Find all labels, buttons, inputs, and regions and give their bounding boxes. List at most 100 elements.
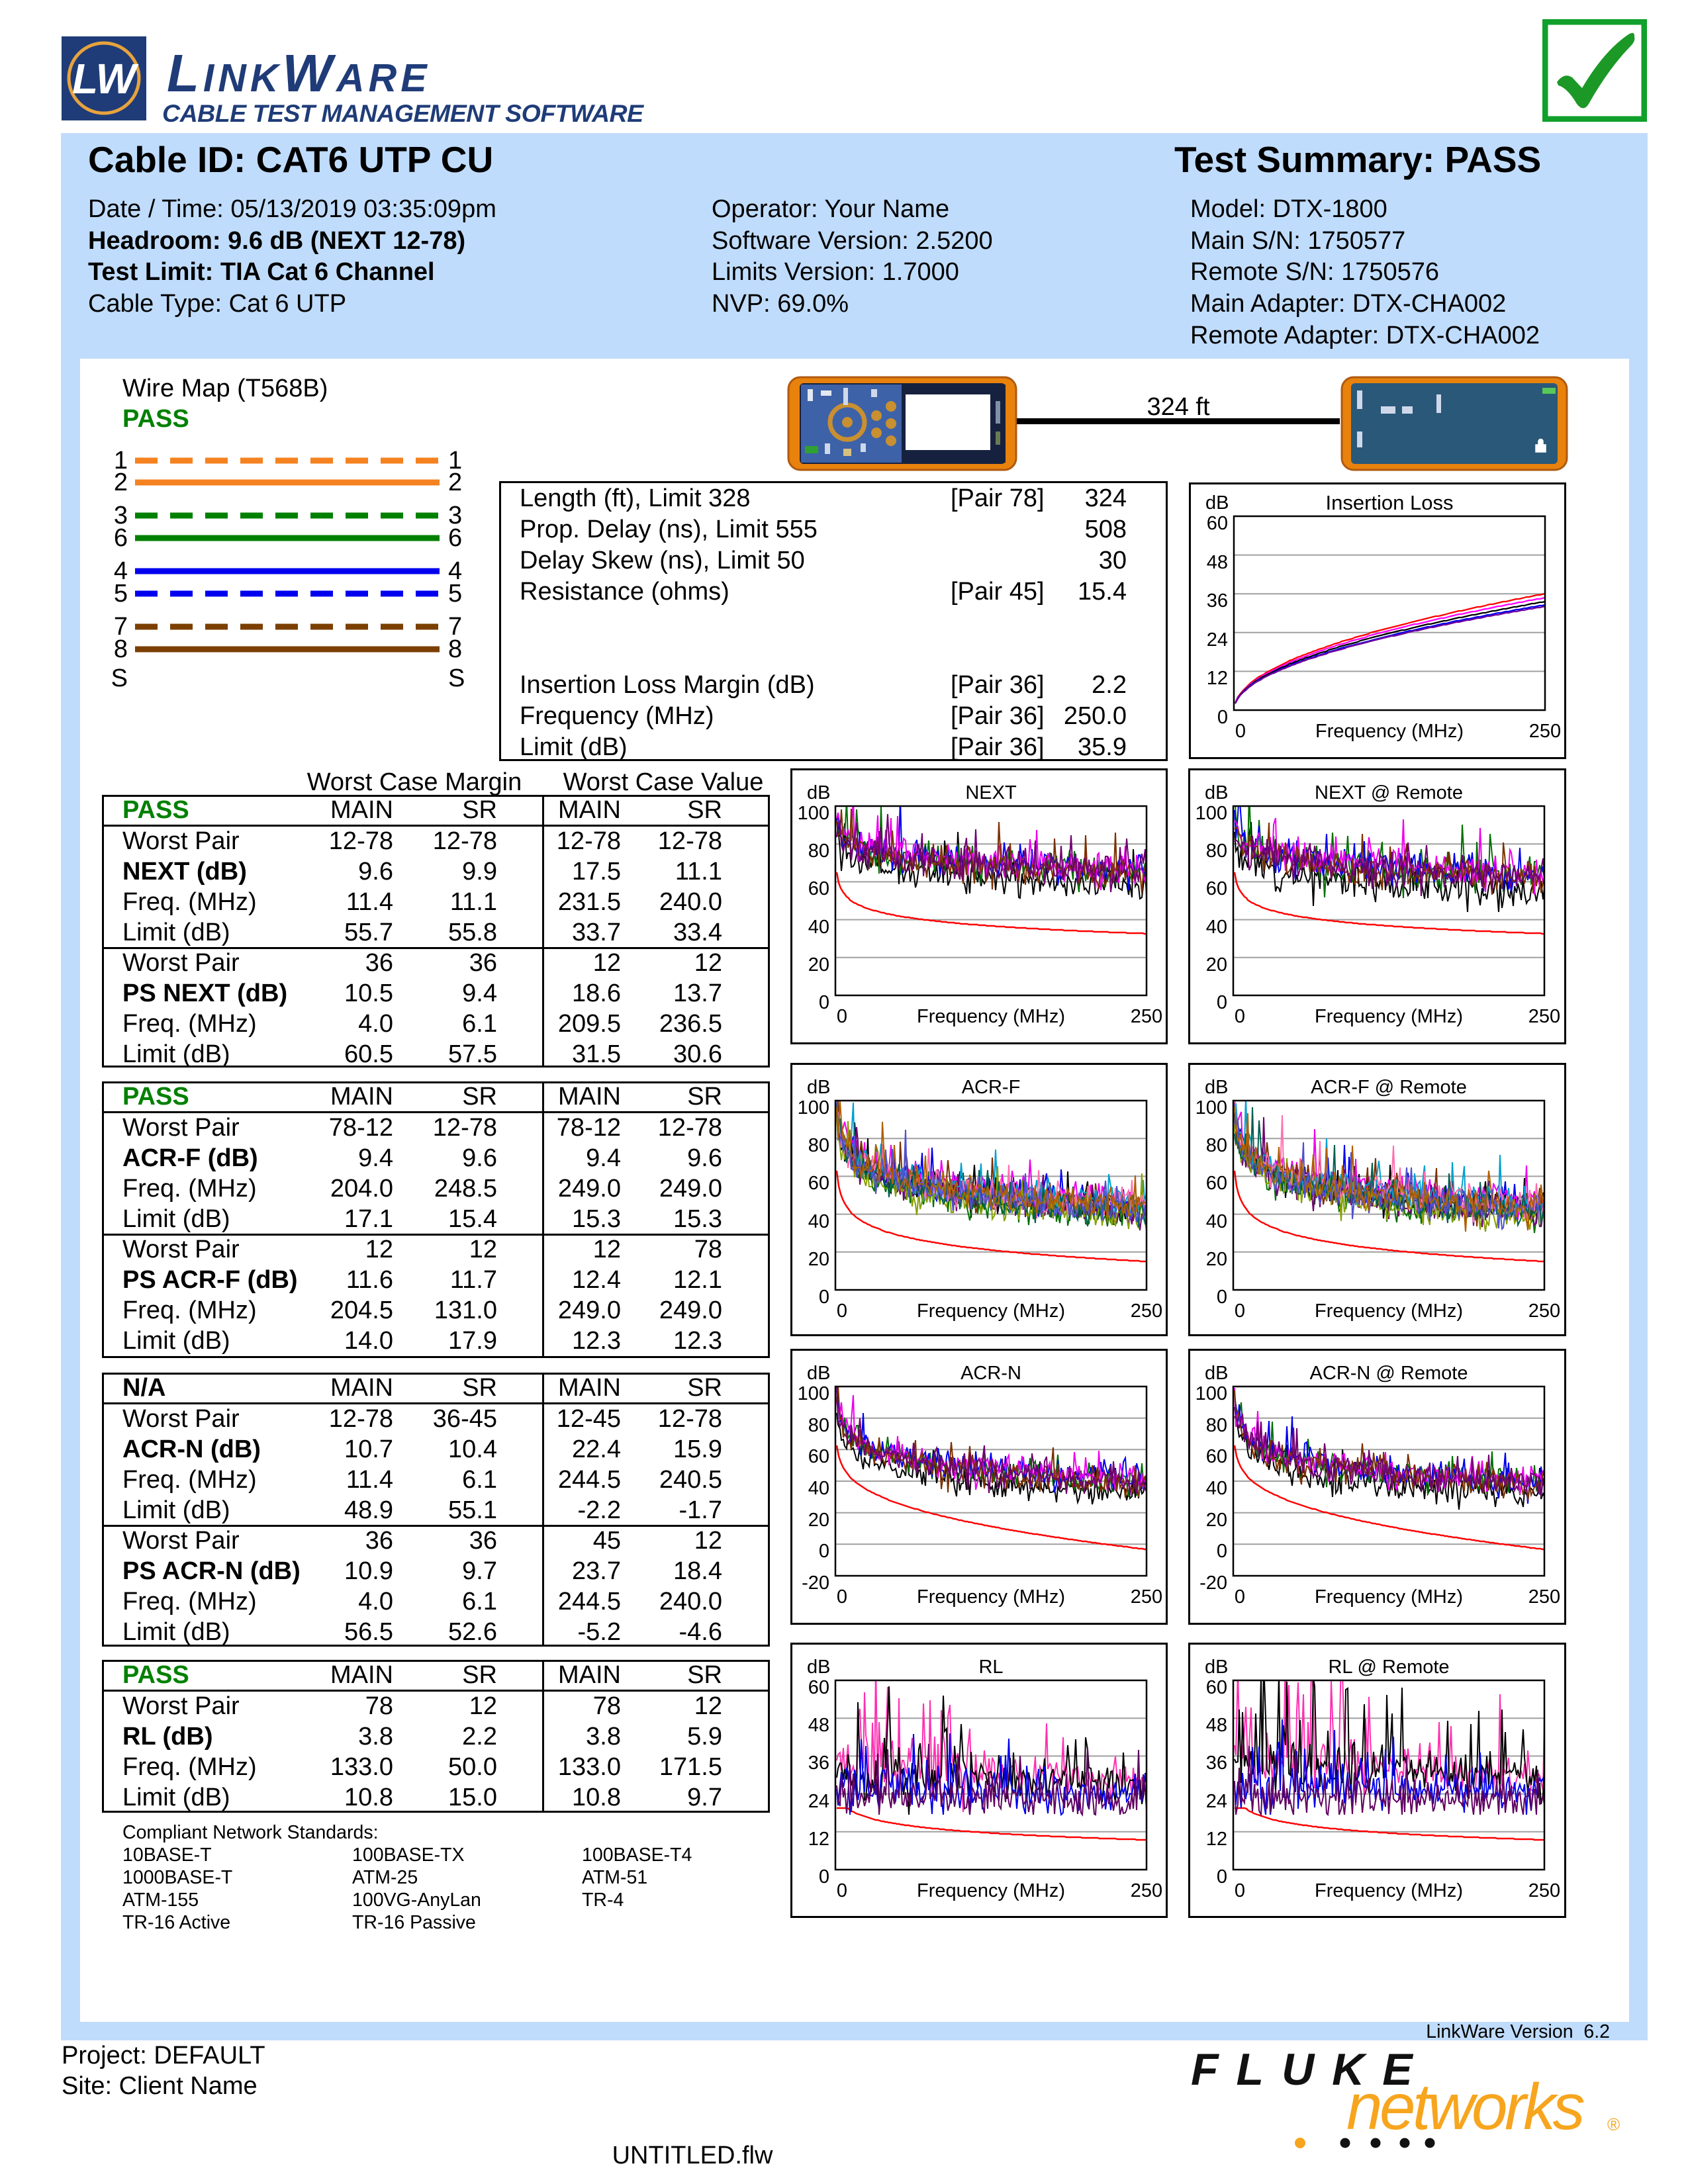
svg-text:36: 36 — [1207, 590, 1228, 612]
svg-text:100: 100 — [1196, 1097, 1227, 1118]
svg-text:60: 60 — [1206, 1446, 1227, 1467]
svg-text:ACR-N @ Remote: ACR-N @ Remote — [1310, 1363, 1468, 1384]
svg-text:dB: dB — [1205, 1077, 1228, 1098]
svg-text:LW: LW — [72, 55, 139, 103]
svg-text:36: 36 — [1206, 1752, 1227, 1774]
svg-text:24: 24 — [808, 1791, 829, 1812]
svg-text:Frequency (MHz): Frequency (MHz) — [1315, 1586, 1463, 1608]
svg-text:20: 20 — [1206, 1249, 1227, 1270]
svg-text:-20: -20 — [1199, 1572, 1227, 1594]
svg-text:0: 0 — [837, 1880, 847, 1901]
svg-text:Frequency (MHz): Frequency (MHz) — [917, 1880, 1065, 1901]
svg-text:80: 80 — [808, 1415, 829, 1436]
svg-text:60: 60 — [1206, 878, 1227, 899]
svg-text:100: 100 — [798, 1383, 829, 1404]
svg-text:dB: dB — [1205, 1657, 1228, 1678]
svg-text:40: 40 — [808, 917, 829, 938]
svg-text:60: 60 — [808, 1677, 829, 1698]
svg-text:48: 48 — [808, 1715, 829, 1736]
svg-text:20: 20 — [808, 1249, 829, 1270]
svg-text:60: 60 — [1207, 513, 1228, 534]
svg-text:40: 40 — [1206, 917, 1227, 938]
svg-text:0: 0 — [819, 1541, 829, 1562]
svg-text:250: 250 — [1528, 1006, 1560, 1027]
svg-text:250: 250 — [1528, 1880, 1560, 1901]
svg-text:60: 60 — [1206, 1677, 1227, 1698]
svg-text:0: 0 — [1217, 1541, 1227, 1562]
svg-text:24: 24 — [1206, 1791, 1227, 1812]
svg-text:0: 0 — [1217, 1287, 1227, 1308]
svg-text:48: 48 — [1207, 552, 1228, 573]
svg-text:0: 0 — [1235, 1006, 1245, 1027]
svg-text:ACR-F: ACR-F — [962, 1077, 1021, 1098]
svg-text:12: 12 — [808, 1829, 829, 1850]
svg-text:80: 80 — [1206, 1135, 1227, 1156]
svg-text:dB: dB — [807, 1363, 830, 1384]
svg-text:Frequency (MHz): Frequency (MHz) — [1315, 1006, 1463, 1027]
svg-text:dB: dB — [807, 1657, 830, 1678]
svg-text:80: 80 — [808, 1135, 829, 1156]
svg-text:0: 0 — [1235, 1880, 1245, 1901]
svg-text:dB: dB — [1205, 492, 1229, 514]
svg-text:20: 20 — [808, 1510, 829, 1531]
svg-text:ACR-F @ Remote: ACR-F @ Remote — [1311, 1077, 1467, 1098]
svg-text:Frequency (MHz): Frequency (MHz) — [917, 1586, 1065, 1608]
svg-text:Frequency (MHz): Frequency (MHz) — [1315, 721, 1464, 742]
svg-text:40: 40 — [1206, 1211, 1227, 1232]
svg-text:60: 60 — [808, 1173, 829, 1194]
svg-text:250: 250 — [1131, 1880, 1162, 1901]
svg-text:dB: dB — [1205, 1363, 1228, 1384]
svg-text:RL @ Remote: RL @ Remote — [1328, 1657, 1449, 1678]
svg-text:Frequency (MHz): Frequency (MHz) — [917, 1006, 1065, 1027]
svg-text:Insertion Loss: Insertion Loss — [1326, 491, 1454, 514]
svg-text:0: 0 — [837, 1006, 847, 1027]
svg-text:0: 0 — [837, 1300, 847, 1322]
svg-text:dB: dB — [807, 1077, 830, 1098]
svg-text:40: 40 — [808, 1478, 829, 1499]
svg-text:0: 0 — [837, 1586, 847, 1608]
svg-text:250: 250 — [1131, 1586, 1162, 1608]
svg-text:Frequency (MHz): Frequency (MHz) — [1315, 1300, 1463, 1322]
svg-text:250: 250 — [1131, 1006, 1162, 1027]
svg-text:100: 100 — [798, 1097, 829, 1118]
svg-text:0: 0 — [819, 992, 829, 1013]
svg-text:0: 0 — [1235, 1300, 1245, 1322]
svg-text:100: 100 — [1196, 1383, 1227, 1404]
svg-text:dB: dB — [1205, 782, 1228, 803]
svg-text:40: 40 — [1206, 1478, 1227, 1499]
svg-text:100: 100 — [798, 803, 829, 824]
svg-text:0: 0 — [1235, 721, 1246, 742]
svg-text:36: 36 — [808, 1752, 829, 1774]
svg-text:0: 0 — [819, 1287, 829, 1308]
svg-text:80: 80 — [808, 841, 829, 862]
svg-text:20: 20 — [1206, 1510, 1227, 1531]
svg-text:80: 80 — [1206, 1415, 1227, 1436]
svg-text:60: 60 — [808, 1446, 829, 1467]
svg-text:Frequency (MHz): Frequency (MHz) — [1315, 1880, 1463, 1901]
svg-text:12: 12 — [1207, 668, 1228, 689]
svg-text:0: 0 — [1217, 992, 1227, 1013]
svg-text:250: 250 — [1131, 1300, 1162, 1322]
svg-text:80: 80 — [1206, 841, 1227, 862]
svg-text:NEXT: NEXT — [965, 782, 1017, 803]
svg-text:20: 20 — [1206, 954, 1227, 976]
svg-text:0: 0 — [819, 1866, 829, 1888]
svg-text:250: 250 — [1528, 1586, 1560, 1608]
svg-text:24: 24 — [1207, 629, 1228, 651]
svg-text:dB: dB — [807, 782, 830, 803]
svg-text:-20: -20 — [802, 1572, 829, 1594]
svg-text:ACR-N: ACR-N — [961, 1363, 1021, 1384]
svg-text:12: 12 — [1206, 1829, 1227, 1850]
svg-text:RL: RL — [978, 1657, 1003, 1678]
svg-text:0: 0 — [1235, 1586, 1245, 1608]
svg-text:250: 250 — [1529, 721, 1561, 742]
svg-text:60: 60 — [1206, 1173, 1227, 1194]
svg-text:40: 40 — [808, 1211, 829, 1232]
svg-text:20: 20 — [808, 954, 829, 976]
svg-text:Frequency (MHz): Frequency (MHz) — [917, 1300, 1065, 1322]
svg-text:48: 48 — [1206, 1715, 1227, 1736]
svg-text:0: 0 — [1217, 707, 1228, 728]
svg-text:250: 250 — [1528, 1300, 1560, 1322]
svg-text:60: 60 — [808, 878, 829, 899]
svg-text:0: 0 — [1217, 1866, 1227, 1888]
